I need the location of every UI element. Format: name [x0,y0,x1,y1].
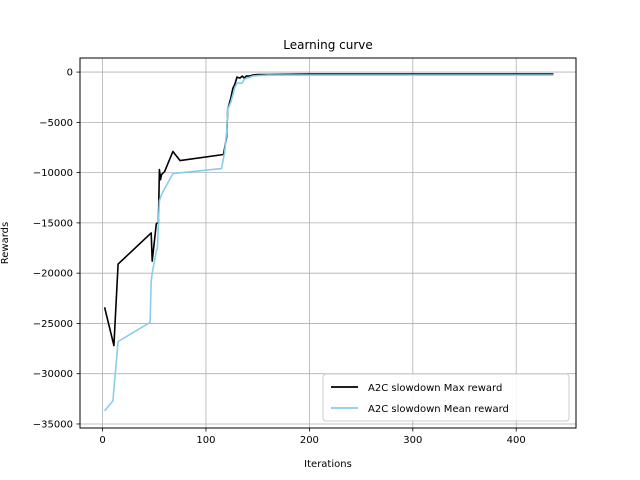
y-tick-label: −25000 [33,319,73,330]
x-axis-label: Iterations [304,459,352,470]
tick-layer: 0 100 200 300 400 0 −5000 −10000 −15000 −20000 −25… [33,68,526,446]
legend-label-mean: A2C slowdown Mean reward [368,404,509,415]
x-tick-label: 400 [507,435,526,446]
x-tick-label: 300 [403,435,422,446]
legend: A2C slowdown Max reward A2C slowdown Mea… [322,373,570,422]
legend-box [322,373,570,422]
plot-frame [79,57,577,429]
x-tick-label: 100 [196,435,215,446]
y-tick-label: −35000 [33,419,73,430]
series-layer [103,73,554,412]
x-tick-label: 0 [99,435,105,446]
y-axis-label: Rewards [0,222,11,264]
y-tick-label: −15000 [33,218,73,229]
y-tick-label: −5000 [39,118,73,129]
series-line-1 [103,74,554,412]
y-tick-label: −30000 [33,369,73,380]
chart-title: Learning curve [283,38,373,52]
y-tick-label: 0 [67,68,73,79]
y-tick-label: −20000 [33,269,73,280]
y-tick-label: −10000 [33,168,73,179]
plot-area [80,58,576,428]
legend-label-max: A2C slowdown Max reward [368,383,502,394]
x-tick-label: 200 [300,435,319,446]
